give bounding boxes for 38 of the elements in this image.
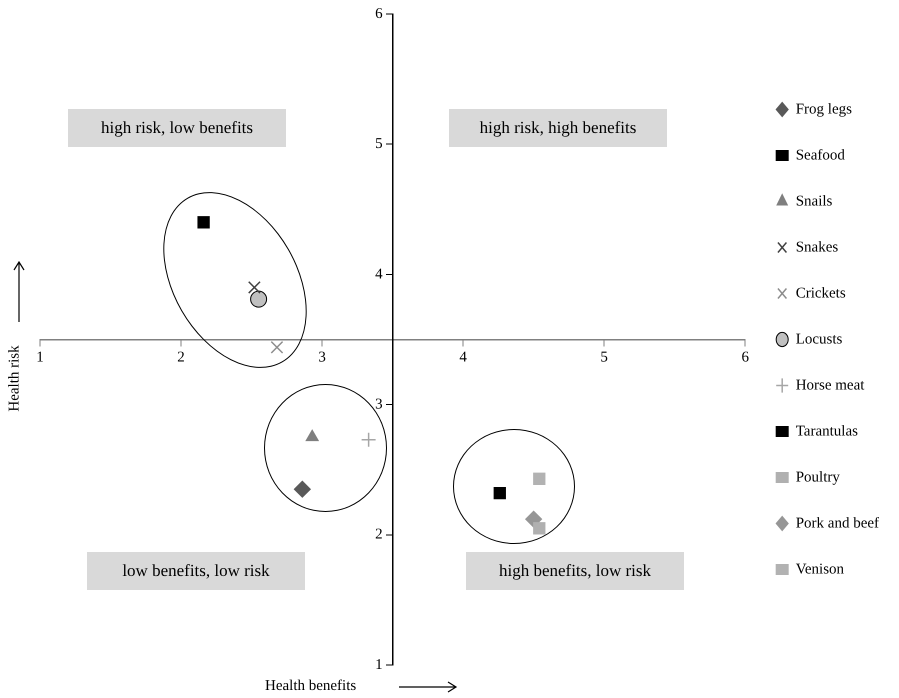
legend-label: Locusts — [796, 331, 843, 348]
y-tick-label: 4 — [375, 266, 384, 282]
point — [360, 432, 376, 448]
x-tick-label: 5 — [600, 349, 608, 366]
point — [248, 281, 261, 294]
legend-label: Snakes — [796, 239, 838, 256]
legend-label: Pork and beef — [796, 515, 880, 532]
quadrant-label: high risk, low benefits — [68, 109, 286, 147]
legend-label: Frog legs — [796, 101, 852, 118]
x-axis-title: Health benefits — [265, 678, 356, 695]
legend-label: Venison — [796, 561, 845, 578]
point — [294, 480, 311, 498]
point — [250, 290, 268, 308]
point — [533, 522, 546, 534]
legend-label: Crickets — [796, 285, 846, 302]
y-tick-label: 6 — [375, 6, 384, 22]
y-axis-title: Health risk — [6, 345, 24, 412]
legend-label: Snails — [796, 193, 833, 210]
quadrant-label: high benefits, low risk — [466, 552, 684, 590]
point — [197, 216, 210, 228]
point — [270, 340, 284, 354]
y-tick-label: 5 — [375, 136, 383, 152]
point — [494, 486, 506, 500]
legend-label: Seafood — [796, 147, 846, 164]
quadrant-label: low benefits, low risk — [87, 552, 305, 590]
x-tick-label: 1 — [36, 349, 44, 366]
legend-label: Poultry — [796, 469, 840, 486]
y-tick-label: 3 — [375, 396, 383, 413]
y-tick-label: 1 — [375, 656, 383, 673]
legend-label: Tarantulas — [796, 423, 858, 440]
x-tick-label: 3 — [318, 349, 326, 366]
legend-label: Horse meat — [796, 377, 866, 394]
point — [533, 472, 546, 485]
y-tick-label: 2 — [375, 526, 383, 543]
quadrant-label: high risk, high benefits — [449, 109, 667, 147]
x-tick-label: 6 — [741, 349, 750, 366]
x-tick-label: 4 — [459, 349, 468, 366]
x-tick-label: 2 — [177, 349, 185, 366]
